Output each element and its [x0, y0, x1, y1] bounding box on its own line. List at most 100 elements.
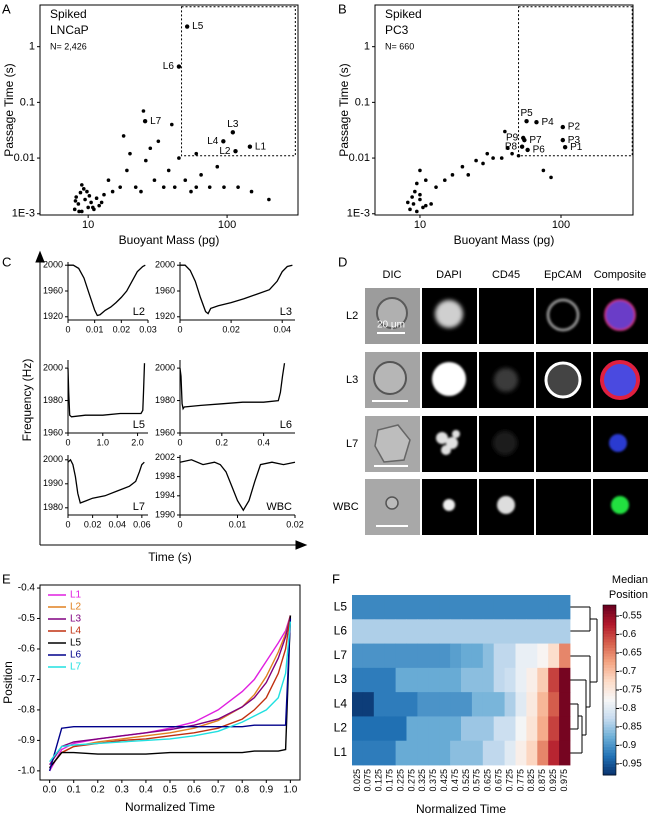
point — [411, 202, 416, 206]
heat-cell — [384, 692, 396, 717]
point — [81, 187, 86, 191]
heat-cell — [395, 716, 407, 742]
heat-cell — [493, 619, 505, 644]
labeled-point — [560, 124, 566, 130]
heat-cell — [384, 595, 396, 620]
y-tick-label: 1E-3 — [12, 208, 35, 220]
point — [177, 156, 181, 160]
colorbar-swatch — [603, 726, 616, 731]
colorbar-swatch — [603, 687, 616, 691]
point — [106, 178, 111, 183]
point — [74, 195, 78, 199]
y-axis-label: Frequency (Hz) — [20, 359, 34, 442]
heat-cell — [526, 692, 538, 717]
y-tick-label: 1960 — [155, 427, 175, 437]
cell — [374, 424, 411, 463]
heat-cell — [373, 595, 386, 620]
plot-label: L7 — [133, 501, 145, 513]
y-tick-label: 1920 — [155, 311, 175, 321]
point-label: P7 — [529, 135, 542, 146]
column-header: EpCAM — [544, 269, 582, 281]
heat-cell — [352, 740, 364, 766]
line — [67, 458, 145, 504]
point — [491, 156, 495, 160]
row-label: L4 — [334, 696, 348, 710]
heat-cell — [373, 667, 386, 693]
y-tick-label: 2000 — [155, 362, 175, 372]
row-label: L2 — [334, 721, 348, 735]
point — [141, 109, 146, 113]
heat-cell — [417, 643, 429, 669]
x-tick-label: 0.4 — [139, 785, 153, 796]
colorbar-swatch — [603, 718, 616, 722]
point — [460, 164, 465, 169]
point — [481, 161, 485, 166]
heat-cell — [515, 667, 527, 693]
point — [83, 197, 87, 202]
heat-cell — [537, 643, 549, 669]
dendrogram — [570, 606, 598, 754]
heat-cell — [504, 740, 516, 766]
heat-cell — [384, 667, 396, 693]
heat-cell — [471, 643, 484, 669]
heat-cell — [373, 692, 386, 717]
line — [179, 363, 286, 411]
column-label: 0.525 — [461, 769, 471, 792]
y-tick-label: 2000 — [43, 260, 63, 270]
point — [125, 168, 129, 173]
x-tick-label: 0.03 — [139, 324, 157, 334]
colorbar-tick-label: -0.85 — [619, 722, 642, 733]
y-tick-label: 0.01 — [349, 152, 370, 164]
heat-cell — [526, 595, 538, 620]
heat-cell — [352, 692, 364, 717]
line — [68, 264, 146, 317]
y-axis-label: Passage Time (s) — [2, 63, 16, 156]
point-label: L3 — [227, 119, 239, 130]
colorbar-swatch — [603, 752, 616, 756]
cell — [604, 299, 636, 331]
heat-cell — [493, 740, 505, 766]
point — [423, 203, 428, 208]
point-label: P5 — [520, 108, 533, 119]
heat-cell — [417, 740, 429, 766]
y-tick-label: 2000 — [43, 454, 63, 464]
heat-cell — [395, 643, 407, 669]
y-tick-label: 1998 — [155, 471, 175, 481]
heat-cell — [428, 716, 440, 742]
heat-cell — [439, 740, 451, 766]
heat-cell — [362, 667, 375, 693]
point — [161, 185, 166, 189]
line — [179, 459, 296, 512]
heat-cell — [515, 692, 527, 717]
plot-frame — [374, 4, 634, 216]
cell — [494, 368, 518, 392]
heat-cell — [439, 667, 451, 693]
cell — [609, 434, 627, 452]
plot-label: L3 — [280, 306, 292, 318]
column-label: 0.475 — [450, 769, 460, 792]
point-label: L7 — [150, 116, 162, 127]
labeled-point — [230, 130, 236, 135]
heat-cell — [559, 692, 571, 717]
heat-cell — [526, 740, 538, 766]
x-tick-label: 100 — [218, 219, 236, 231]
cell — [600, 360, 640, 400]
y-tick-label: 0.1 — [355, 96, 370, 108]
heat-cell — [406, 716, 418, 742]
colorbar-swatch — [603, 616, 616, 620]
point — [408, 207, 412, 212]
point — [128, 151, 132, 156]
heat-cell — [395, 740, 407, 766]
x-tick-label: 0.8 — [235, 785, 249, 796]
colorbar-swatch — [603, 715, 616, 719]
colorbar-swatch — [603, 704, 616, 708]
cell — [497, 496, 515, 514]
column-label: 0.875 — [537, 769, 547, 792]
colorbar-swatch — [603, 653, 616, 657]
y-tick-label: 1990 — [43, 478, 63, 488]
point — [73, 199, 78, 203]
y-tick-label: 1960 — [43, 427, 63, 437]
colorbar-swatch — [603, 673, 616, 677]
x-axis-label: Buoyant Mass (pg) — [119, 233, 220, 247]
